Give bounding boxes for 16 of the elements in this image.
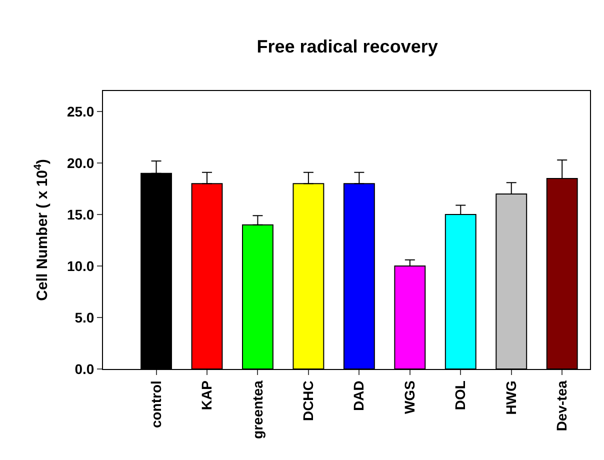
x-tick-label: KAP xyxy=(198,380,215,410)
y-tick-label: 5.0 xyxy=(74,309,94,326)
y-tick-label: 0.0 xyxy=(74,360,94,377)
x-tick-label: HWG xyxy=(502,380,519,415)
chart-title: Free radical recovery xyxy=(256,36,438,56)
y-tick-label: 10.0 xyxy=(66,258,94,274)
y-tick-label: 25.0 xyxy=(66,103,94,120)
x-tick-label: Dev-tea xyxy=(554,380,570,432)
x-tick-label: greentea xyxy=(249,380,266,439)
x-tick-label: WGS xyxy=(401,380,418,414)
y-tick-label: 20.0 xyxy=(66,154,94,171)
x-tick-label: DAD xyxy=(350,380,367,411)
x-tick-label: DOL xyxy=(452,380,468,410)
x-tick-label: control xyxy=(148,380,164,428)
y-tick-label: 15.0 xyxy=(66,206,94,222)
x-tick-label: DCHC xyxy=(300,380,316,422)
